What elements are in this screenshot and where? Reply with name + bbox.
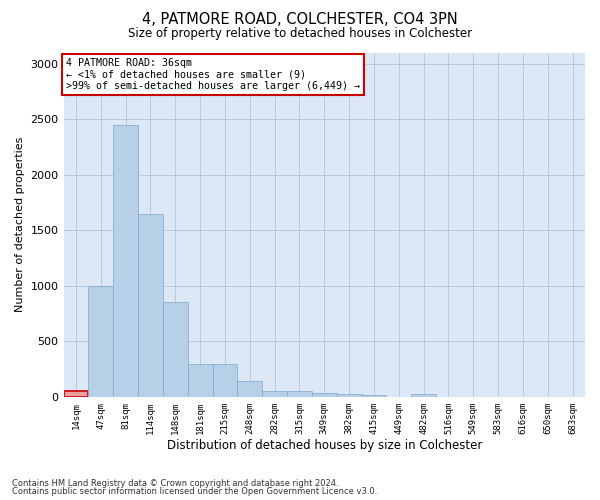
Bar	[411, 394, 436, 397]
Bar	[287, 392, 312, 397]
Text: Contains public sector information licensed under the Open Government Licence v3: Contains public sector information licen…	[12, 487, 377, 496]
Bar	[337, 394, 362, 397]
Bar	[113, 124, 138, 397]
Bar	[64, 392, 88, 397]
Bar	[212, 364, 238, 397]
Bar	[362, 394, 386, 397]
Text: 4 PATMORE ROAD: 36sqm
← <1% of detached houses are smaller (9)
>99% of semi-deta: 4 PATMORE ROAD: 36sqm ← <1% of detached …	[66, 58, 360, 91]
Bar	[312, 393, 337, 397]
Bar	[138, 214, 163, 397]
Bar	[88, 286, 113, 397]
Text: 4, PATMORE ROAD, COLCHESTER, CO4 3PN: 4, PATMORE ROAD, COLCHESTER, CO4 3PN	[142, 12, 458, 28]
Bar	[188, 364, 212, 397]
Text: Contains HM Land Registry data © Crown copyright and database right 2024.: Contains HM Land Registry data © Crown c…	[12, 478, 338, 488]
X-axis label: Distribution of detached houses by size in Colchester: Distribution of detached houses by size …	[167, 440, 482, 452]
Bar	[262, 390, 287, 397]
Bar	[238, 382, 262, 397]
Y-axis label: Number of detached properties: Number of detached properties	[15, 137, 25, 312]
Text: Size of property relative to detached houses in Colchester: Size of property relative to detached ho…	[128, 28, 472, 40]
Bar	[163, 302, 188, 397]
